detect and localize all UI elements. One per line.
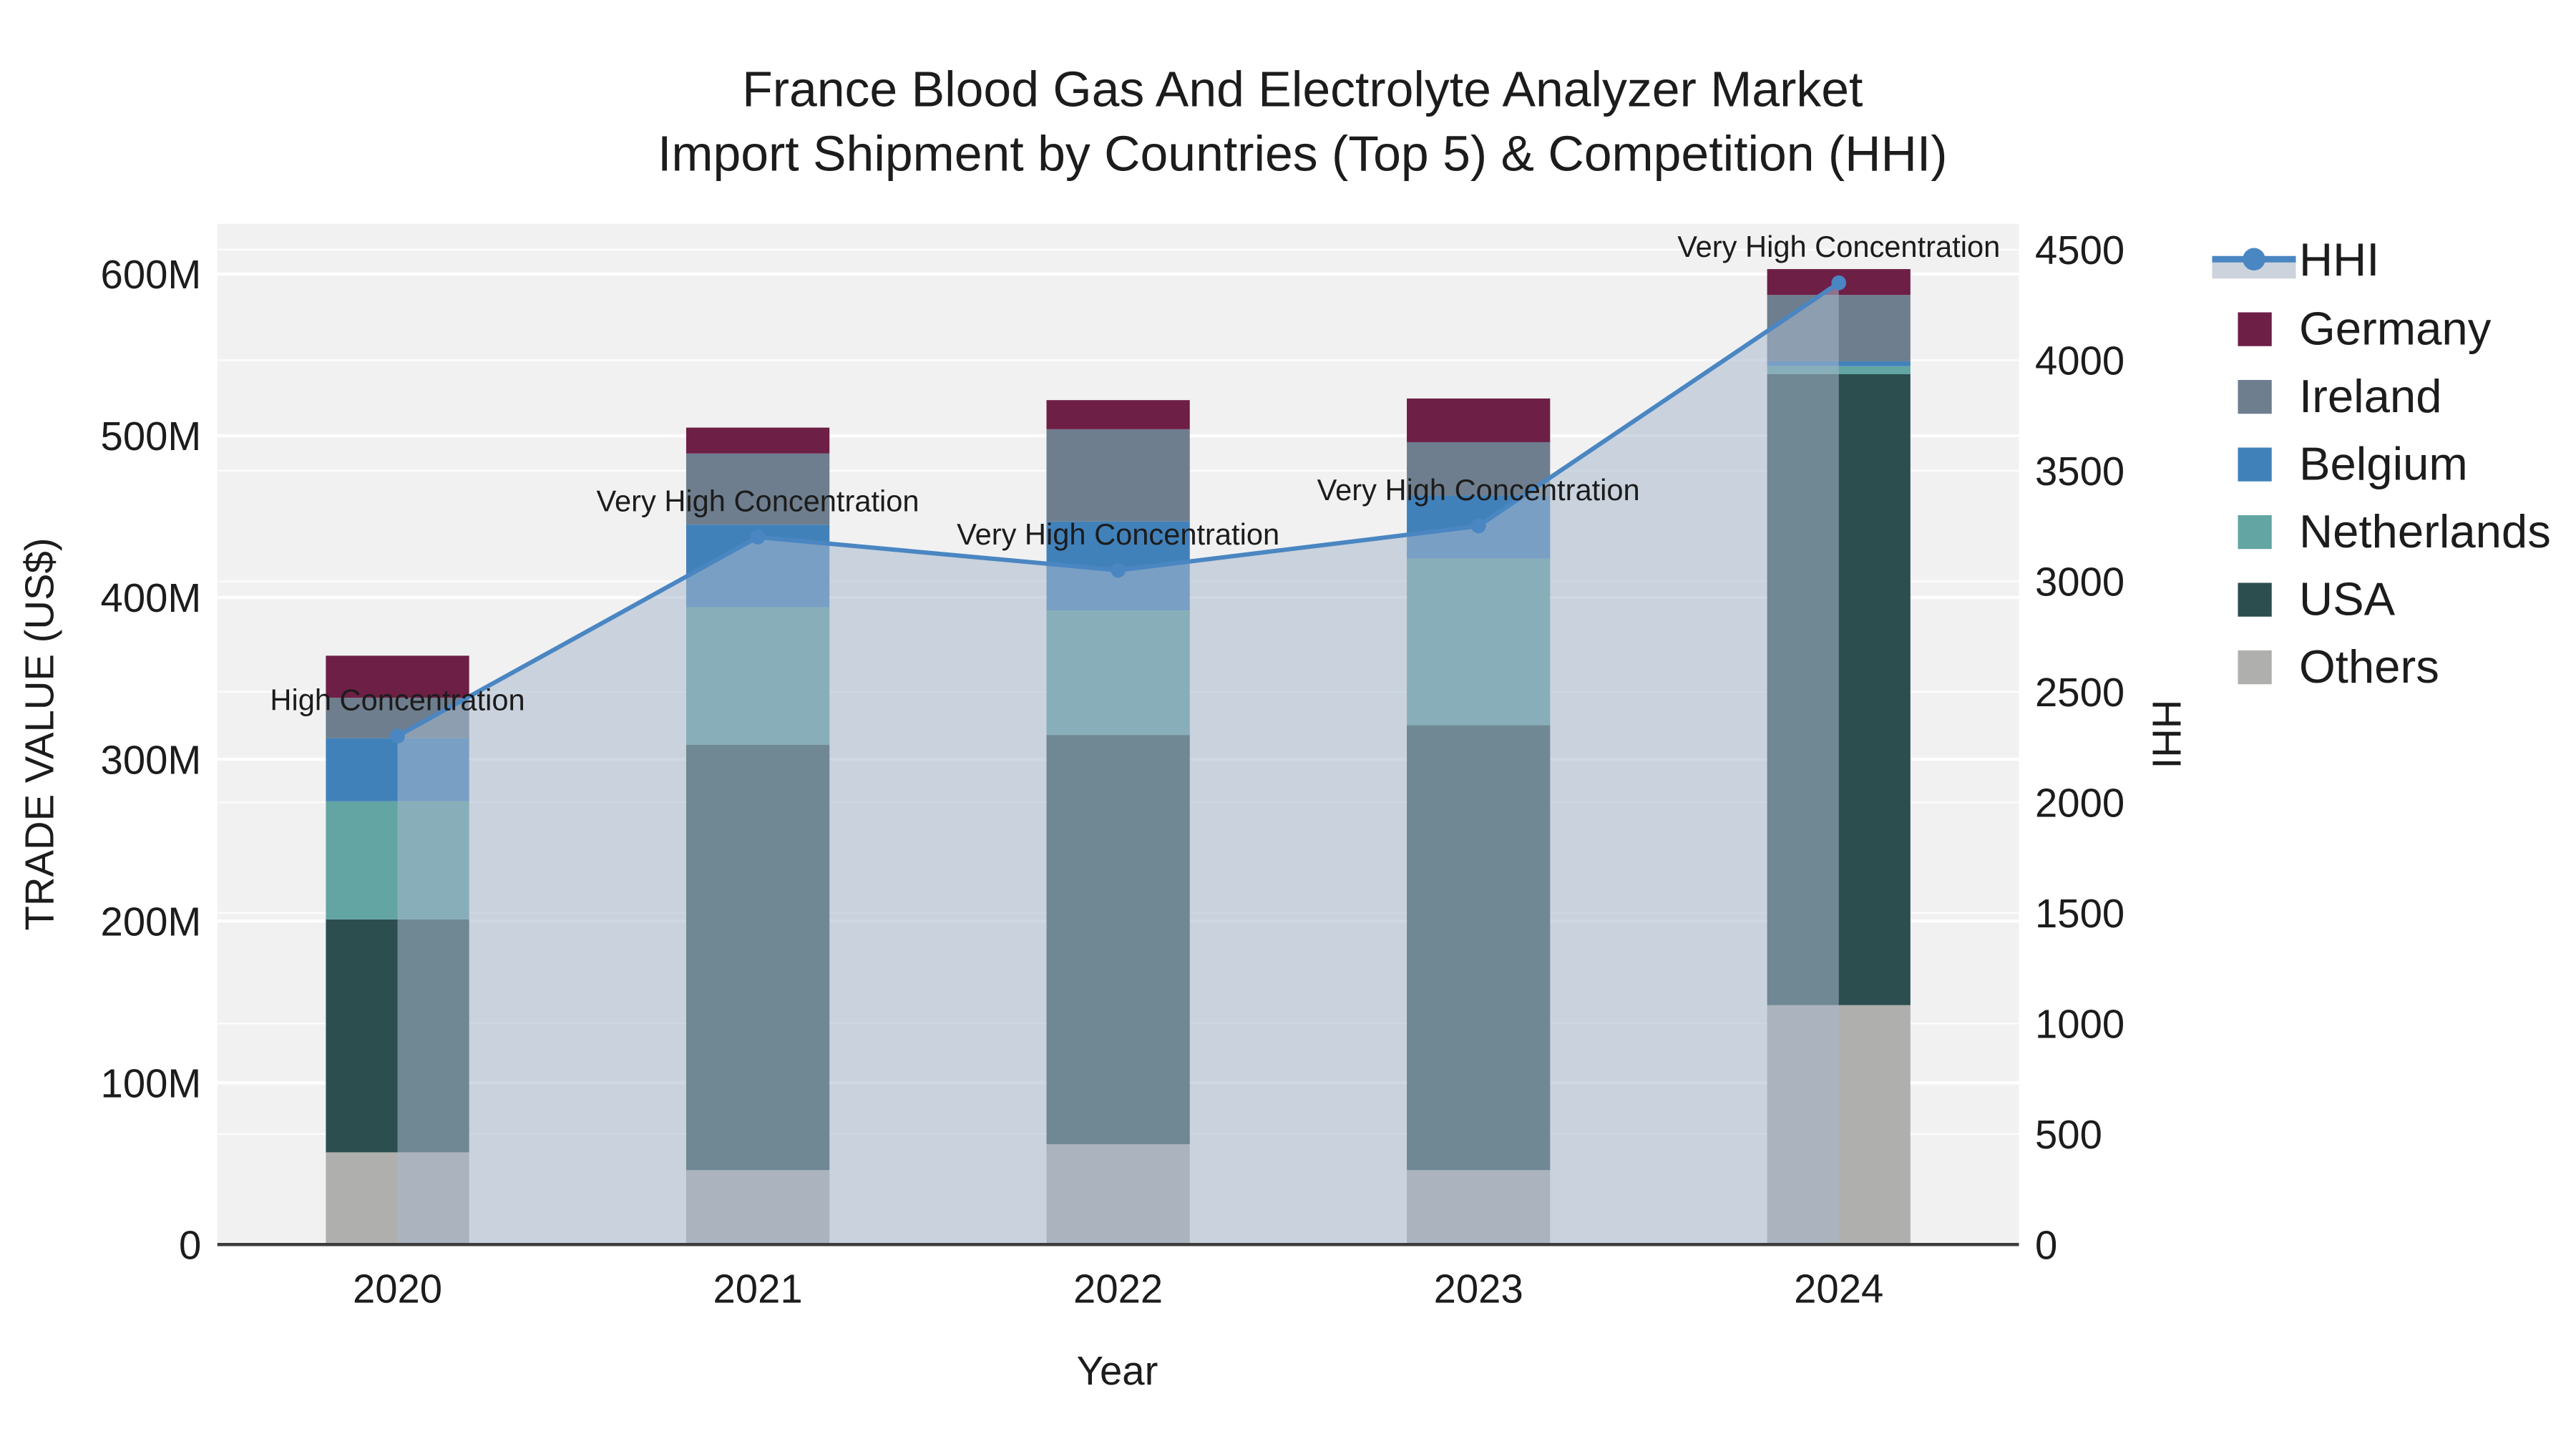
bar-segment-ireland-2021[interactable] [686, 453, 830, 525]
x-tick-2024: 2024 [1794, 1266, 1883, 1311]
x-tick-2020: 2020 [353, 1266, 442, 1311]
x-tick-2022: 2022 [1073, 1266, 1163, 1311]
legend-label-hhi: HHI [2299, 233, 2379, 286]
legend-item-germany[interactable]: Germany [2238, 303, 2492, 355]
legend-item-ireland[interactable]: Ireland [2238, 370, 2442, 422]
bar-segment-germany-2023[interactable] [1407, 398, 1551, 442]
chart-title-line1: France Blood Gas And Electrolyte Analyze… [742, 62, 1863, 117]
legend-swatch-belgium [2238, 447, 2272, 482]
legend-label-usa: USA [2299, 573, 2396, 625]
bar-segment-ireland-2022[interactable] [1046, 429, 1190, 522]
legend-item-belgium[interactable]: Belgium [2238, 438, 2468, 490]
y-right-tick-2500: 2500 [2035, 670, 2124, 715]
legend-label-ireland: Ireland [2299, 370, 2442, 422]
hhi-marker-2023[interactable] [1470, 518, 1486, 534]
legend-label-others: Others [2299, 640, 2439, 693]
y-right-tick-4500: 4500 [2035, 228, 2124, 273]
y-right-tick-4000: 4000 [2035, 338, 2124, 384]
plot-area: 0 100M 200M 300M 400M 500M 600M 0 500 1000 1500 200… [101, 223, 2124, 1311]
legend-swatch-usa [2238, 582, 2272, 617]
annotation-2024: Very High Concentration [1677, 230, 2000, 263]
y-right-tick-3500: 3500 [2035, 449, 2124, 494]
annotation-2023: Very High Concentration [1317, 473, 1640, 507]
x-tick-2023: 2023 [1434, 1266, 1523, 1311]
y-right-tick-2000: 2000 [2035, 781, 2124, 826]
y-left-tick-400M: 400M [101, 575, 202, 620]
x-axis-title: Year [1077, 1348, 1158, 1393]
legend-swatch-others [2238, 650, 2272, 685]
y-left-tick-100M: 100M [101, 1060, 202, 1106]
legend-label-belgium: Belgium [2299, 438, 2468, 490]
hhi-area-fill [397, 283, 1839, 1245]
bar-segment-ireland-2023[interactable] [1407, 441, 1551, 496]
y-left-axis-title: TRADE VALUE (US$) [16, 537, 62, 930]
y-right-tick-0: 0 [2035, 1223, 2057, 1268]
y-left-tick-600M: 600M [101, 252, 202, 297]
legend-swatch-netherlands [2238, 515, 2272, 550]
legend-item-netherlands[interactable]: Netherlands [2238, 505, 2551, 557]
hhi-marker-2021[interactable] [750, 530, 766, 545]
hhi-marker-2020[interactable] [390, 728, 405, 743]
annotation-2020: High Concentration [270, 683, 525, 717]
annotation-2021: Very High Concentration [597, 484, 919, 518]
legend-hhi-marker-icon [2243, 248, 2265, 270]
legend-item-usa[interactable]: USA [2238, 573, 2396, 625]
y-left-tick-200M: 200M [101, 899, 202, 944]
legend-swatch-germany [2238, 312, 2272, 346]
y-right-tick-500: 500 [2035, 1112, 2102, 1157]
legend-swatch-ireland [2238, 380, 2272, 414]
x-tick-2021: 2021 [713, 1266, 803, 1311]
annotation-2022: Very High Concentration [957, 517, 1279, 551]
hhi-marker-2024[interactable] [1831, 275, 1847, 291]
y-right-axis-title: HHI [2144, 700, 2189, 769]
legend-item-others[interactable]: Others [2238, 640, 2439, 693]
legend: HHI Germany Ireland Belgium Netherlands USA Ot… [2212, 233, 2551, 693]
legend-item-hhi[interactable]: HHI [2212, 233, 2380, 286]
legend-label-netherlands: Netherlands [2299, 505, 2551, 557]
bar-segment-germany-2021[interactable] [686, 427, 830, 454]
hhi-marker-2022[interactable] [1111, 562, 1126, 578]
legend-label-germany: Germany [2299, 303, 2492, 355]
bar-segment-germany-2022[interactable] [1046, 400, 1190, 429]
y-left-tick-300M: 300M [101, 737, 202, 782]
y-right-tick-1500: 1500 [2035, 891, 2124, 936]
y-right-tick-1000: 1000 [2035, 1002, 2124, 1047]
y-left-tick-0: 0 [179, 1223, 201, 1268]
y-left-tick-500M: 500M [101, 414, 202, 459]
bar-segment-germany-2020[interactable] [326, 655, 469, 698]
y-right-tick-3000: 3000 [2035, 560, 2124, 605]
chart-title-line2: Import Shipment by Countries (Top 5) & C… [658, 126, 1948, 182]
